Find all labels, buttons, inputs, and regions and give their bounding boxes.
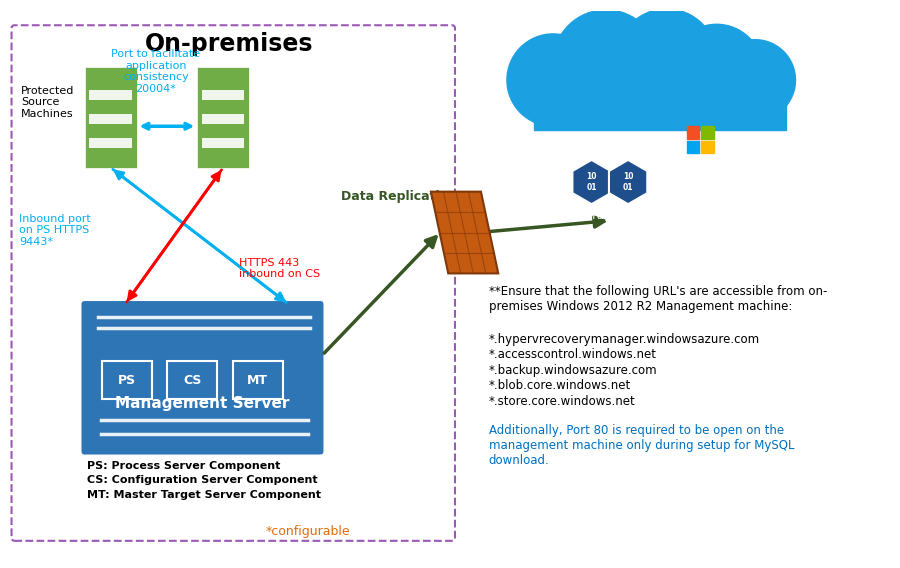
Text: 10
01: 10 01 <box>586 172 597 192</box>
Bar <box>687 126 699 139</box>
Text: Management Server: Management Server <box>115 396 289 411</box>
Circle shape <box>715 40 796 120</box>
Text: Microsoft
Azure: Microsoft Azure <box>714 139 809 178</box>
Circle shape <box>670 24 763 116</box>
Text: Inbound port
on PS HTTPS
9443*: Inbound port on PS HTTPS 9443* <box>19 214 91 247</box>
Text: Port to facilitate
application
consistency
20004*: Port to facilitate application consisten… <box>112 49 201 94</box>
Bar <box>687 141 699 153</box>
Bar <box>701 141 714 153</box>
Bar <box>701 126 714 139</box>
Text: CS: CS <box>184 374 202 387</box>
Text: Storage blob: Storage blob <box>574 211 645 221</box>
Bar <box>534 72 786 130</box>
Circle shape <box>554 10 659 116</box>
Text: *.blob.core.windows.net: *.blob.core.windows.net <box>489 379 631 392</box>
FancyBboxPatch shape <box>202 90 244 100</box>
Text: PS: PS <box>118 374 136 387</box>
FancyBboxPatch shape <box>202 114 244 124</box>
Text: *.backup.windowsazure.com: *.backup.windowsazure.com <box>489 364 657 377</box>
Text: On-premises: On-premises <box>145 32 313 56</box>
Circle shape <box>507 34 599 126</box>
Text: PS: Process Server Component: PS: Process Server Component <box>86 461 280 471</box>
Text: *.accesscontrol.windows.net: *.accesscontrol.windows.net <box>489 348 657 361</box>
FancyBboxPatch shape <box>89 90 131 100</box>
Text: MT: Master Target Server Component: MT: Master Target Server Component <box>86 490 320 500</box>
Polygon shape <box>572 160 611 204</box>
Text: HTTPS 443
inbound on CS: HTTPS 443 inbound on CS <box>238 258 320 279</box>
Text: 10
01: 10 01 <box>623 172 634 192</box>
Text: *.store.core.windows.net: *.store.core.windows.net <box>489 395 635 408</box>
Text: *configurable: *configurable <box>266 525 350 538</box>
Text: **Ensure that the following URL's are accessible from on-
premises Windows 2012 : **Ensure that the following URL's are ac… <box>489 285 827 313</box>
FancyBboxPatch shape <box>197 66 249 168</box>
FancyBboxPatch shape <box>202 139 244 148</box>
FancyBboxPatch shape <box>89 114 131 124</box>
Text: *.hypervrecoverymanager.windowsazure.com: *.hypervrecoverymanager.windowsazure.com <box>489 333 760 346</box>
Text: CS: Configuration Server Component: CS: Configuration Server Component <box>86 475 317 486</box>
Circle shape <box>616 9 716 109</box>
Polygon shape <box>431 191 499 273</box>
FancyBboxPatch shape <box>85 66 137 168</box>
FancyBboxPatch shape <box>89 139 131 148</box>
Text: Additionally, Port 80 is required to be open on the
management machine only duri: Additionally, Port 80 is required to be … <box>489 424 794 467</box>
Text: MT: MT <box>248 374 268 387</box>
Circle shape <box>601 51 678 128</box>
Polygon shape <box>609 160 647 204</box>
Text: Protected
Source
Machines: Protected Source Machines <box>22 86 75 119</box>
Text: Data Replication**: Data Replication** <box>341 190 471 203</box>
FancyBboxPatch shape <box>81 300 324 455</box>
